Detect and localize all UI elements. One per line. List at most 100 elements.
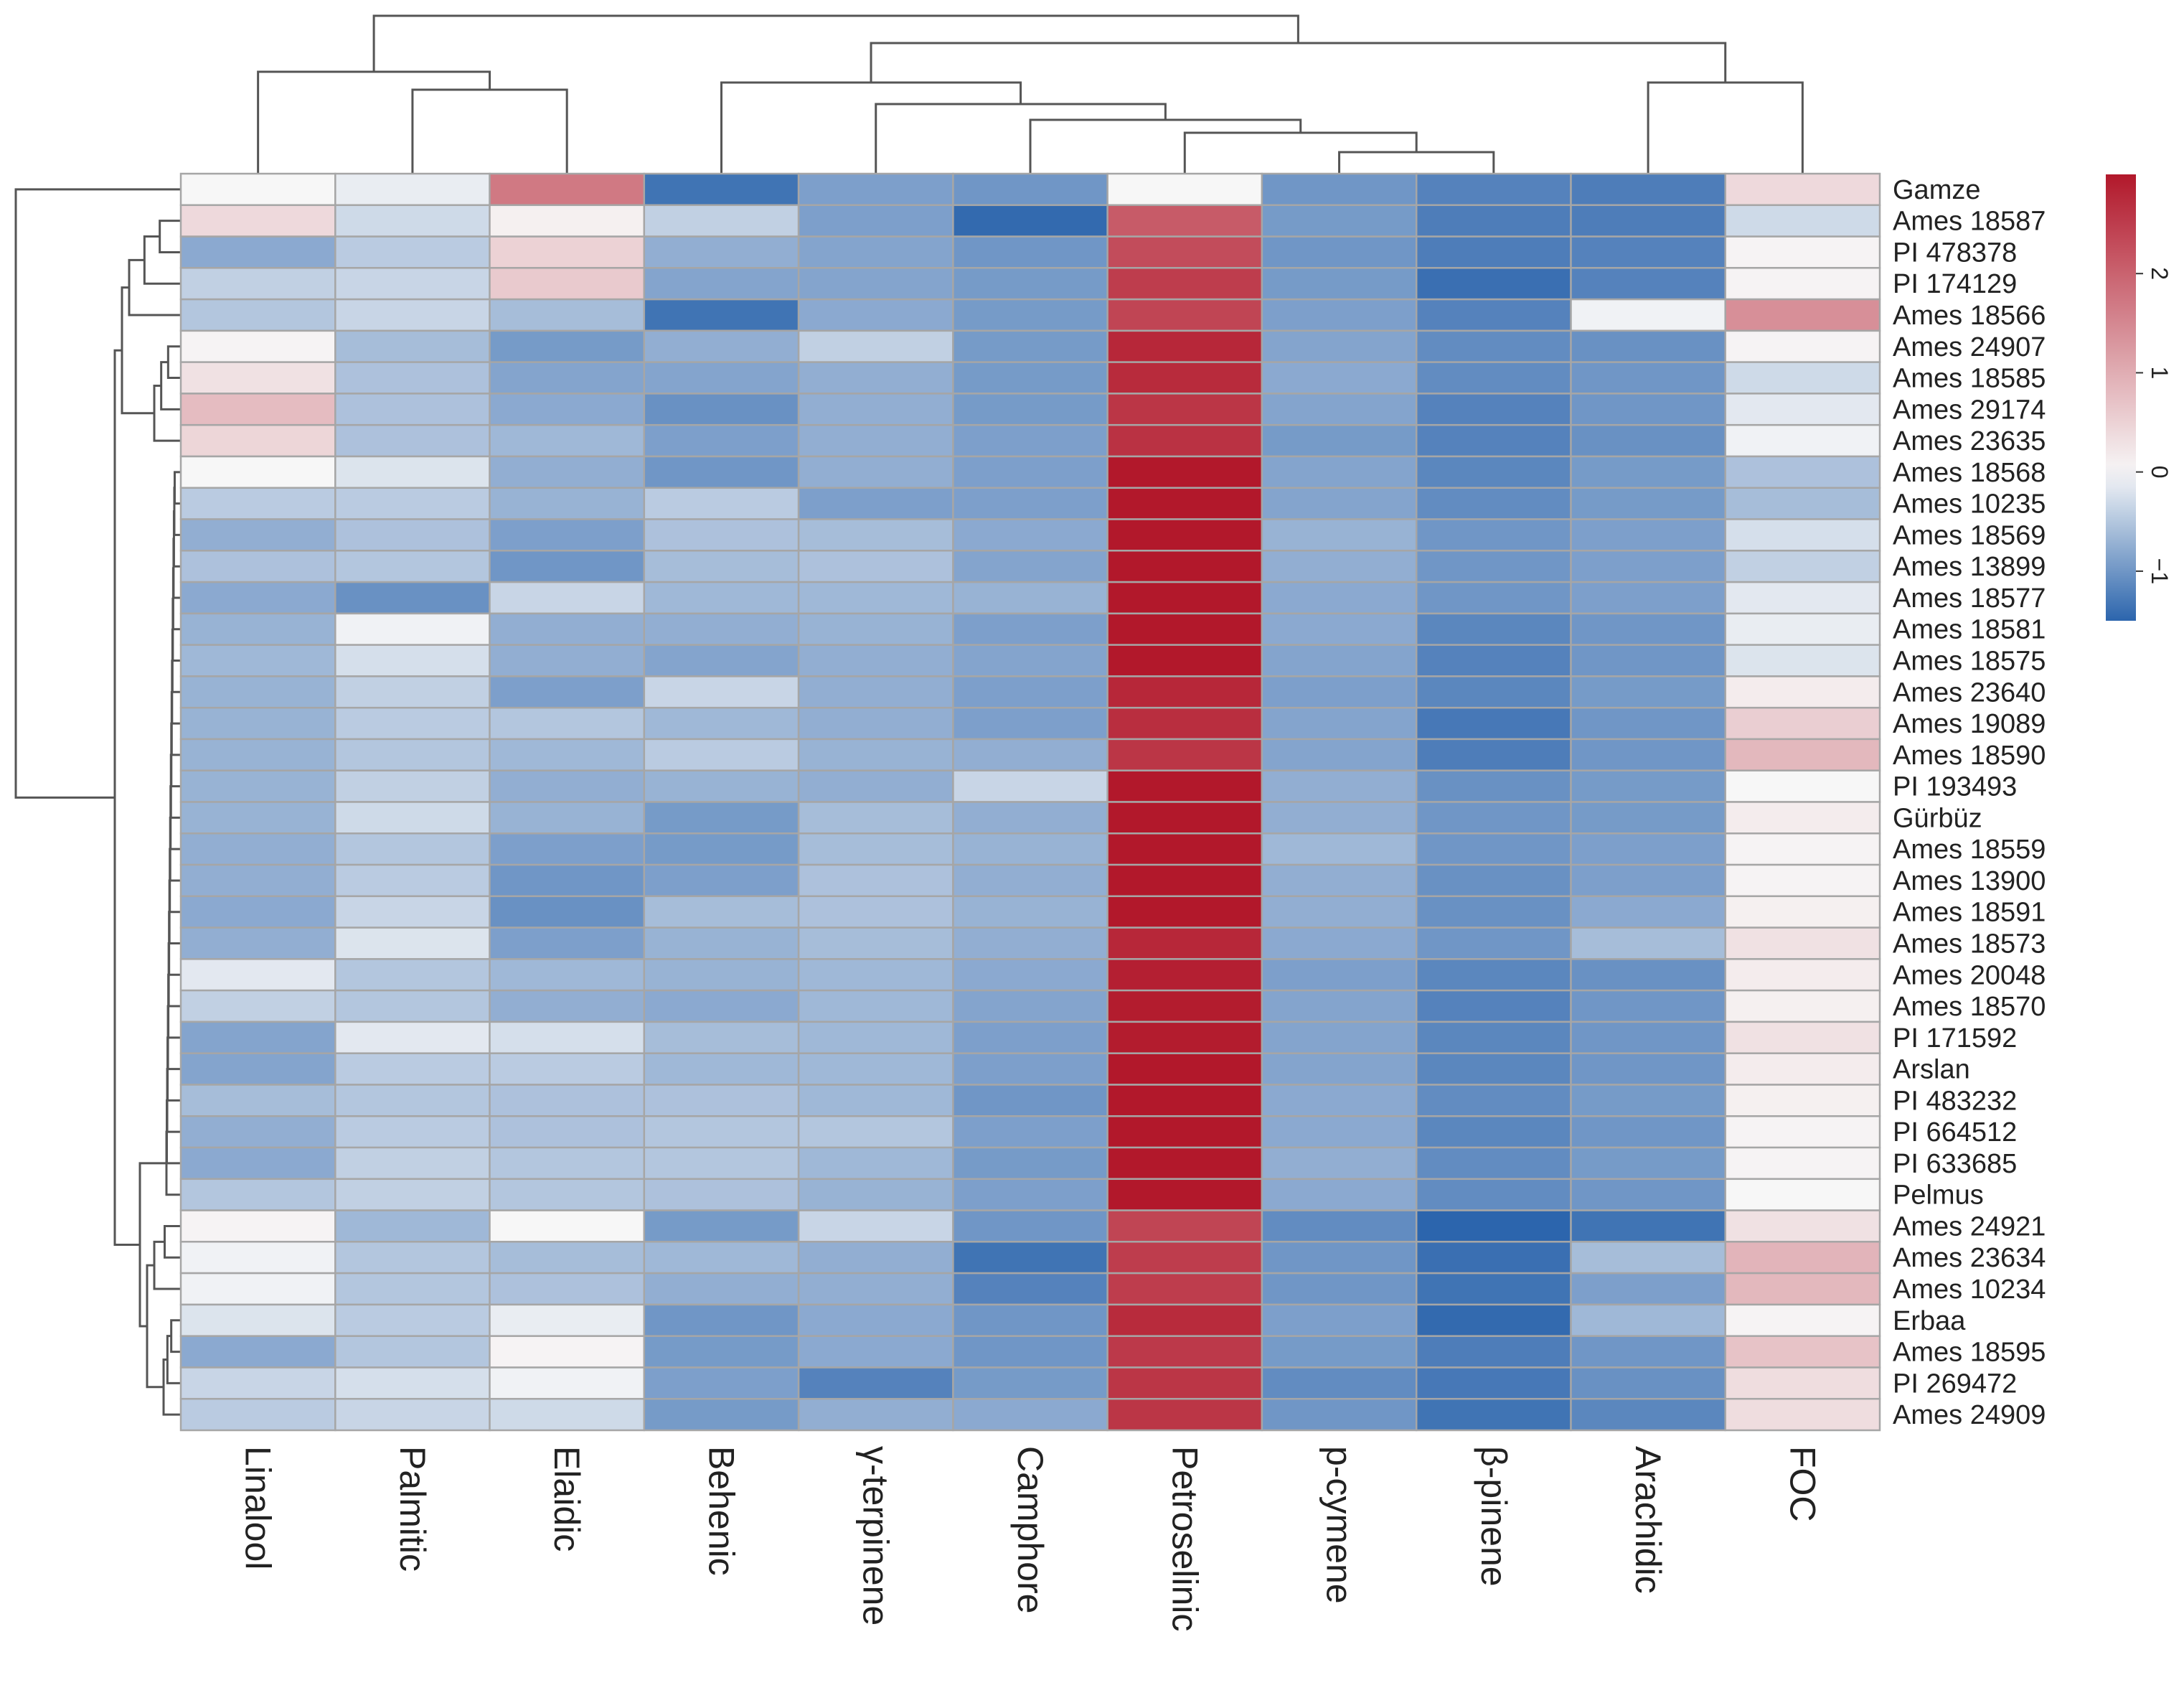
heatmap-cell [952, 487, 1109, 520]
heatmap-cell [179, 550, 336, 583]
heatmap-cell [334, 958, 491, 992]
heatmap-cell [1570, 329, 1727, 363]
heatmap-cell [334, 675, 491, 709]
heatmap-cell [334, 989, 491, 1023]
heatmap-cell [643, 1241, 800, 1275]
heatmap-cell [1570, 644, 1727, 677]
heatmap-cell [179, 298, 336, 332]
heatmap-cell [179, 769, 336, 803]
heatmap-cell [1106, 172, 1263, 207]
heatmap-cell [1724, 769, 1881, 803]
heatmap-cell [489, 738, 646, 771]
heatmap-cell [334, 801, 491, 835]
heatmap-cell [179, 393, 336, 426]
row-label: Ames 13899 [1893, 552, 2046, 582]
heatmap-cell [1570, 738, 1727, 771]
heatmap-cell [334, 204, 491, 238]
heatmap-cell [489, 298, 646, 332]
heatmap-cell [952, 863, 1109, 898]
heatmap-cell [952, 1020, 1109, 1054]
heatmap-cell [1415, 298, 1572, 332]
row-label: Ames 18577 [1893, 583, 2046, 614]
heatmap-cell [1724, 204, 1881, 238]
heatmap-cell [334, 1115, 491, 1149]
heatmap-cell [1570, 1397, 1727, 1432]
heatmap-cell [1724, 1020, 1881, 1054]
heatmap-cell [952, 1241, 1109, 1275]
heatmap-cell [1106, 1366, 1263, 1400]
heatmap-cell [489, 863, 646, 898]
heatmap-cell [1415, 487, 1572, 520]
heatmap-cell [797, 832, 954, 866]
heatmap-cell [1106, 612, 1263, 646]
heatmap-cell [334, 172, 491, 207]
heatmap-cell [334, 423, 491, 458]
heatmap-cell [797, 863, 954, 898]
heatmap-cell [797, 423, 954, 458]
heatmap-cell [1261, 235, 1418, 269]
heatmap-cell [1724, 1272, 1881, 1306]
heatmap-cell [1106, 1052, 1263, 1086]
heatmap-cell [1570, 926, 1727, 960]
heatmap-cell [1415, 958, 1572, 992]
heatmap-cell [797, 487, 954, 520]
heatmap-cell [1261, 581, 1418, 615]
heatmap-cell [489, 1178, 646, 1211]
heatmap-cell [797, 455, 954, 489]
heatmap-cell [334, 644, 491, 677]
heatmap-cell [1261, 518, 1418, 552]
heatmap-cell [1415, 989, 1572, 1023]
row-label: Ames 29174 [1893, 395, 2046, 425]
heatmap-cell [489, 1115, 646, 1149]
heatmap-cell [179, 1115, 336, 1149]
heatmap-cell [1415, 172, 1572, 207]
heatmap-cell [643, 769, 800, 803]
heatmap-cell [1261, 989, 1418, 1023]
heatmap-cell [179, 612, 336, 646]
dendrogram-branch [172, 510, 181, 568]
heatmap-cell [334, 1397, 491, 1432]
heatmap-cell [643, 393, 800, 426]
heatmap-cell [489, 1146, 646, 1181]
heatmap-cell [1415, 581, 1572, 615]
row-label: Ames 10235 [1893, 489, 2046, 520]
heatmap-cell [334, 267, 491, 301]
heatmap-cell [643, 1052, 800, 1086]
heatmap-cell [643, 895, 800, 929]
heatmap-cell [797, 1115, 954, 1149]
heatmap-cell [1415, 706, 1572, 741]
column-label: Camphore [1010, 1446, 1050, 1613]
heatmap-cell [1724, 361, 1881, 395]
heatmap-cell [643, 706, 800, 741]
heatmap-cell [179, 989, 336, 1023]
heatmap-cell [1724, 738, 1881, 771]
heatmap-cell [489, 329, 646, 363]
heatmap-cell [952, 706, 1109, 741]
heatmap-cell [952, 926, 1109, 960]
row-label: Ames 10234 [1893, 1275, 2046, 1305]
heatmap-cell [179, 1272, 336, 1306]
heatmap-cell [179, 926, 336, 960]
heatmap-cell [334, 1272, 491, 1306]
heatmap-cell [179, 361, 336, 395]
heatmap-cell [797, 1084, 954, 1117]
heatmap-cell [1415, 455, 1572, 489]
heatmap-cell [489, 1241, 646, 1275]
heatmap-cell [797, 518, 954, 552]
heatmap-cell [489, 801, 646, 835]
heatmap-cell [1570, 1052, 1727, 1086]
heatmap-cell [1106, 1397, 1263, 1432]
heatmap-cell [1261, 644, 1418, 677]
heatmap-cell [1106, 1241, 1263, 1275]
heatmap-cell [1415, 1335, 1572, 1369]
dendrogram-branch [170, 722, 181, 788]
dendrogram-branch [257, 70, 491, 174]
heatmap-cell [797, 550, 954, 583]
color-legend: −1 0 1 2 [2106, 174, 2173, 621]
heatmap-cell [334, 1020, 491, 1054]
heatmap-cell [1724, 172, 1881, 207]
dendrogram-branch [870, 42, 1727, 83]
heatmap-cell [489, 518, 646, 552]
heatmap-cell [1724, 1052, 1881, 1086]
dendrogram-branch [113, 349, 140, 1246]
